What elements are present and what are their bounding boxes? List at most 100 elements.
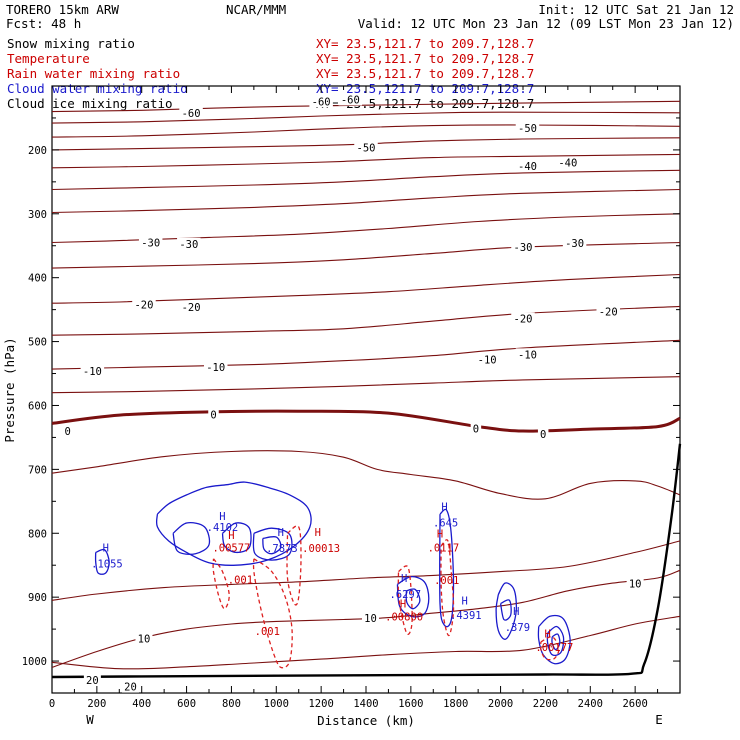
maximum-value-label: .0117 bbox=[428, 542, 460, 554]
cloud-water-contour bbox=[396, 576, 430, 618]
isotherm-label-bg bbox=[338, 93, 363, 106]
isotherm-label: 10 bbox=[629, 579, 642, 591]
cloud-water-contour bbox=[439, 508, 455, 628]
isotherm-label-bg bbox=[511, 312, 535, 325]
isotherm-10 bbox=[51, 569, 681, 668]
x-tick-label: 2000 bbox=[488, 698, 513, 710]
y-axis-label: Pressure (hPa) bbox=[2, 337, 17, 442]
isotherm--10 bbox=[51, 339, 681, 370]
center-title: NCAR/MMM bbox=[226, 2, 286, 17]
ground-surface bbox=[51, 443, 682, 679]
maximum-marker: H bbox=[462, 595, 468, 607]
isotherm-label: 10 bbox=[364, 613, 377, 625]
maximum-marker: H bbox=[401, 573, 407, 585]
isotherm-label: -40 bbox=[558, 158, 577, 170]
init-time: Init: 12 UTC Sat 21 Jan 12 bbox=[538, 2, 734, 17]
maximum-value-label: .1055 bbox=[91, 558, 123, 570]
isotherm-label-bg bbox=[309, 95, 333, 108]
y-tick-label: 200 bbox=[28, 145, 47, 157]
isotherm-label: 0 bbox=[65, 426, 71, 438]
y-tick-label: 700 bbox=[28, 464, 47, 476]
maximum-value-label: .00577 bbox=[212, 542, 250, 554]
x-tick-label: 1200 bbox=[308, 698, 333, 710]
isotherm-label: 0 bbox=[540, 429, 546, 441]
x-tick-label: 800 bbox=[222, 698, 241, 710]
isotherm-label: 10 bbox=[138, 634, 151, 646]
isotherm--60 bbox=[51, 111, 681, 124]
isotherm-label-bg bbox=[354, 141, 378, 154]
x-tick-label: 1400 bbox=[353, 698, 378, 710]
isotherm-label: -40 bbox=[518, 161, 537, 173]
x-tick-label: 2200 bbox=[533, 698, 558, 710]
maximum-marker: H bbox=[103, 542, 109, 554]
field-rain-xy: XY= 23.5,121.7 to 209.7,128.7 bbox=[316, 66, 534, 81]
y-tick-label: 800 bbox=[28, 528, 47, 540]
isotherm-label: -10 bbox=[518, 349, 537, 361]
maximum-value-label: .4102 bbox=[207, 522, 239, 534]
x-tick-label: 400 bbox=[132, 698, 151, 710]
maximum-marker: H bbox=[400, 599, 406, 611]
cloud-water-contour bbox=[252, 527, 293, 561]
maximum-value-label: .00177 bbox=[535, 642, 573, 654]
y-tick-label: 500 bbox=[28, 337, 47, 349]
cloud-water-contours bbox=[94, 481, 571, 665]
isotherm-label-bg bbox=[537, 428, 549, 441]
valid-time: Valid: 12 UTC Mon 23 Jan 12 (09 LST Mon … bbox=[358, 16, 734, 31]
isotherm--25 bbox=[51, 241, 681, 269]
x-tick-label: 2600 bbox=[622, 698, 647, 710]
isotherm-label-bg bbox=[62, 425, 73, 438]
isotherm-label-bg bbox=[596, 305, 620, 318]
maximum-value-label: .4391 bbox=[450, 610, 482, 622]
field-temperature-xy: XY= 23.5,121.7 to 209.7,128.7 bbox=[316, 51, 534, 66]
isotherm-label: -10 bbox=[206, 362, 225, 374]
field-temperature: Temperature bbox=[7, 51, 90, 66]
isotherm-15 bbox=[51, 540, 681, 601]
isotherm--5 bbox=[51, 376, 681, 394]
x-tick-label: 200 bbox=[87, 698, 106, 710]
isotherm-label: -60 bbox=[341, 94, 360, 106]
isotherm-label: 20 bbox=[124, 682, 137, 694]
x-tick-label: 1800 bbox=[443, 698, 468, 710]
isotherm-label: -10 bbox=[83, 366, 102, 378]
isotherm-label-bg bbox=[177, 237, 201, 250]
cloud-water-contour bbox=[495, 582, 518, 640]
maximum-value-label: .645 bbox=[433, 517, 458, 529]
isotherm-label-bg bbox=[626, 577, 644, 590]
cloud-water-contour bbox=[155, 481, 312, 566]
isotherm-label-bg bbox=[515, 159, 540, 172]
isotherm--35 bbox=[51, 188, 681, 214]
maximum-value-label: .00800 bbox=[385, 611, 423, 623]
isotherm-label: 20 bbox=[86, 675, 99, 687]
field-rain: Rain water mixing ratio bbox=[7, 66, 180, 81]
isotherm-label: -30 bbox=[565, 238, 584, 250]
y-tick-label: 400 bbox=[28, 273, 47, 285]
isotherm-label-bg bbox=[80, 364, 105, 377]
cloud-water-contour bbox=[537, 614, 571, 665]
isotherm-label-bg bbox=[511, 241, 535, 254]
contour-labels: -60 -60 -60 -50 -50 -40 -40 -30 -30 -30 -30 -20 -20 -… bbox=[62, 93, 644, 694]
rain-water-contour bbox=[252, 558, 293, 669]
isotherm--55 bbox=[51, 124, 681, 138]
isotherm-label: 0 bbox=[210, 409, 216, 421]
cloud-water-contour bbox=[94, 548, 110, 575]
isotherm-label-bg bbox=[203, 361, 228, 374]
isotherm-label-bg bbox=[179, 301, 203, 314]
cloud-water-contour bbox=[221, 522, 252, 554]
isotherm-label-bg bbox=[138, 236, 163, 249]
isotherm-label: -50 bbox=[518, 123, 537, 135]
isotherm-5 bbox=[51, 450, 681, 500]
y-tick-label: 300 bbox=[28, 209, 47, 221]
isotherm-label-bg bbox=[361, 612, 379, 625]
isotherm-label-bg bbox=[562, 237, 587, 250]
west-label: W bbox=[86, 712, 94, 727]
field-cloud-ice-xy: XY= 23.5,121.7 to 209.7,128.7 bbox=[316, 96, 534, 111]
x-axis-label: Distance (km) bbox=[317, 713, 415, 728]
isotherm-label: -50 bbox=[357, 142, 376, 154]
maximum-marker: H bbox=[228, 530, 234, 542]
x-tick-label: 600 bbox=[177, 698, 196, 710]
isotherm--65 bbox=[51, 100, 681, 113]
maximum-marker: H bbox=[441, 501, 447, 513]
rain-water-contour bbox=[440, 539, 455, 637]
maximum-value-label: .7873 bbox=[266, 543, 298, 555]
